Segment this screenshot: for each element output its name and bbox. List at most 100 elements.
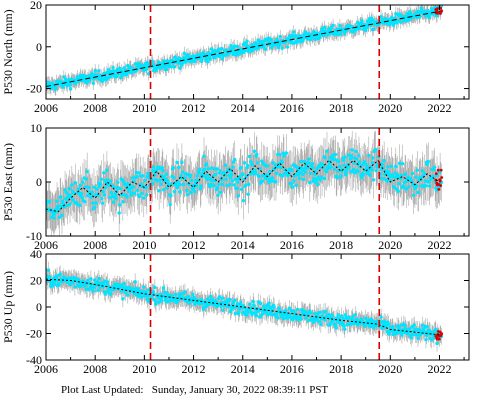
data-point xyxy=(363,324,367,328)
data-point xyxy=(115,74,119,79)
data-point xyxy=(220,296,225,300)
recent-point xyxy=(439,184,443,188)
data-point xyxy=(122,281,126,286)
data-point xyxy=(68,202,72,206)
trend-line xyxy=(46,10,440,87)
data-point xyxy=(161,168,165,173)
data-point xyxy=(302,159,306,164)
data-point xyxy=(241,172,245,176)
data-point xyxy=(228,175,233,180)
data-point xyxy=(251,299,255,304)
data-point xyxy=(116,180,120,185)
data-point xyxy=(311,320,316,325)
y-axis-label: P530 Up (mm) xyxy=(1,271,15,343)
data-point xyxy=(119,75,123,80)
data-point xyxy=(367,153,371,158)
data-point xyxy=(100,201,105,206)
data-point xyxy=(423,171,427,176)
data-point xyxy=(329,165,333,169)
data-point xyxy=(336,159,341,164)
data-point xyxy=(426,159,431,164)
data-point xyxy=(160,165,164,170)
data-point xyxy=(386,164,390,169)
data-point xyxy=(315,166,319,171)
data-point xyxy=(308,171,313,175)
data-point xyxy=(73,181,78,185)
data-point xyxy=(62,75,66,79)
panel-1: 2006 2008 2010 2012 2014 2016 2018 2020 2022 -20 0… xyxy=(1,0,470,115)
data-point xyxy=(67,187,72,191)
data-point xyxy=(368,321,372,326)
data-point xyxy=(151,62,155,67)
data-point xyxy=(68,87,73,91)
data-point xyxy=(218,190,223,195)
data-point xyxy=(393,171,397,175)
data-point xyxy=(317,319,322,324)
data-point xyxy=(314,177,319,182)
data-point xyxy=(303,310,308,314)
x-tick-label: 2012 xyxy=(182,101,206,115)
data-point xyxy=(102,193,107,197)
data-point xyxy=(288,313,292,317)
data-point xyxy=(357,160,362,164)
data-point xyxy=(380,17,385,22)
data-point xyxy=(284,151,289,155)
y-tick-label: 0 xyxy=(36,40,42,54)
data-point xyxy=(140,63,144,67)
data-point xyxy=(429,338,434,342)
data-point xyxy=(165,59,169,63)
data-point xyxy=(208,57,212,61)
data-point xyxy=(213,172,218,177)
data-point xyxy=(323,156,327,160)
data-point xyxy=(70,183,74,187)
data-point xyxy=(370,160,375,165)
y-tick-label: 40 xyxy=(30,247,42,261)
data-point xyxy=(387,332,391,336)
data-point xyxy=(47,275,52,279)
data-point xyxy=(303,167,307,171)
data-point xyxy=(185,192,190,197)
trend-line xyxy=(46,278,440,336)
data-point xyxy=(307,157,311,161)
data-point xyxy=(121,297,125,301)
data-point xyxy=(335,175,339,180)
data-point xyxy=(426,332,431,336)
data-point xyxy=(425,162,429,167)
data-point xyxy=(431,174,436,179)
data-point xyxy=(138,174,143,178)
data-point xyxy=(266,39,270,43)
data-point xyxy=(233,311,238,316)
data-point xyxy=(91,289,96,293)
data-point xyxy=(235,44,239,49)
data-point xyxy=(231,165,235,169)
data-point xyxy=(236,52,240,57)
data-point xyxy=(92,77,96,81)
data-point xyxy=(343,31,347,36)
data-point xyxy=(78,203,82,208)
data-point xyxy=(103,292,108,296)
data-point xyxy=(356,323,360,327)
data-point xyxy=(158,66,163,70)
data-point xyxy=(274,179,278,184)
data-point xyxy=(299,159,303,164)
data-point xyxy=(414,175,418,179)
data-point xyxy=(47,199,52,204)
data-point xyxy=(80,196,84,200)
y-tick-label: 0 xyxy=(36,175,42,189)
data-point xyxy=(92,278,97,282)
recent-point xyxy=(440,9,444,13)
data-point xyxy=(76,187,81,191)
data-point xyxy=(379,320,384,324)
data-point xyxy=(218,169,222,173)
data-point xyxy=(75,75,80,79)
x-tick-label: 2018 xyxy=(329,238,353,252)
data-point xyxy=(124,73,129,77)
data-point xyxy=(351,167,356,172)
data-point xyxy=(325,149,329,153)
data-point xyxy=(100,79,104,84)
data-point xyxy=(316,175,321,179)
data-point xyxy=(268,169,272,174)
data-point xyxy=(370,168,374,172)
last-updated-value: Sunday, January 30, 2022 08:39:11 PST xyxy=(151,384,329,396)
data-point xyxy=(111,200,116,204)
